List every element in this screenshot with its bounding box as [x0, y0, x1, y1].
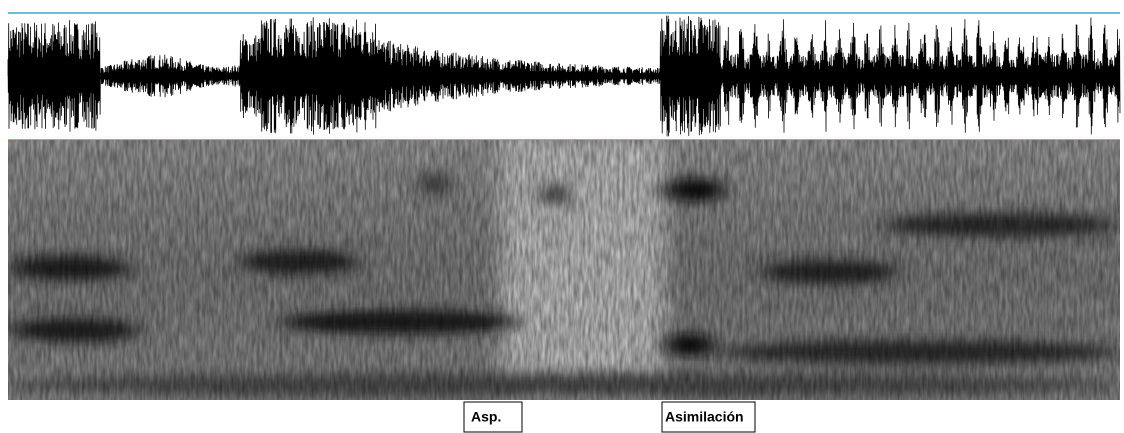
- waveform: [7, 15, 1121, 137]
- assimilation-label: Asimilación: [665, 409, 744, 425]
- label-box: [463, 401, 523, 433]
- spectrogram: [8, 140, 1120, 400]
- waveform-trace: [7, 15, 1121, 137]
- label-box: [661, 401, 756, 433]
- aspiration-label: Asp.: [471, 409, 501, 425]
- spectrogram-texture: [8, 140, 1120, 400]
